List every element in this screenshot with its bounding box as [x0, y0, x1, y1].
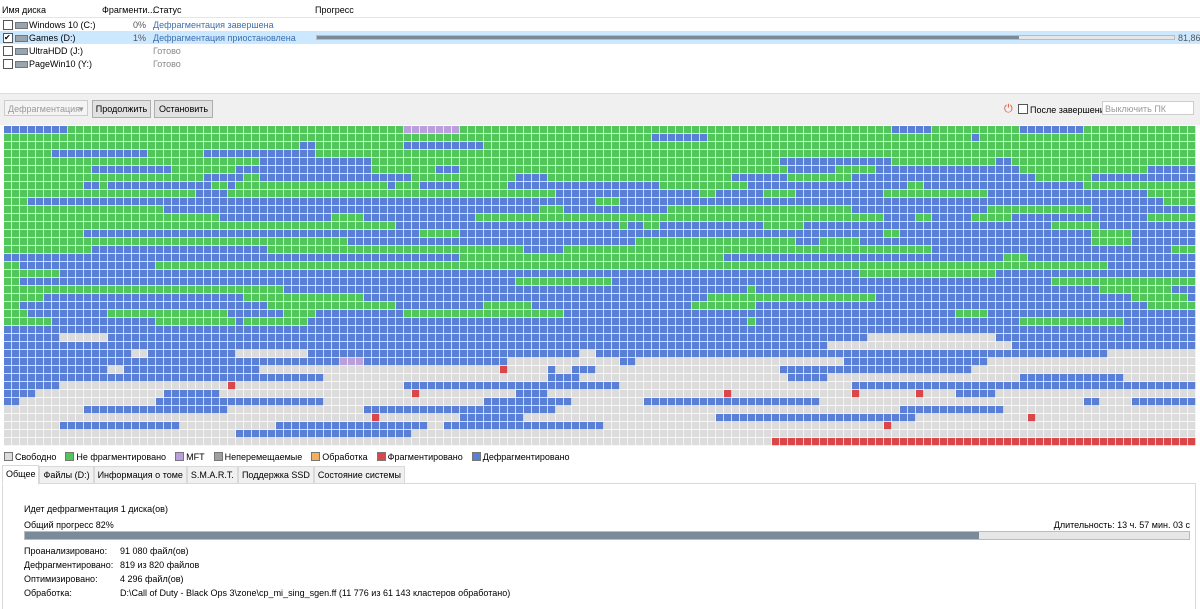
disk-checkbox[interactable]: ✔	[3, 33, 13, 43]
legend-swatch	[311, 452, 321, 461]
disk-name: UltraHDD (J:)	[29, 46, 83, 56]
column-header[interactable]: Имя диска	[2, 5, 46, 15]
legend-label: Свободно	[15, 452, 57, 462]
after-checkbox[interactable]	[1018, 104, 1028, 114]
legend-label: MFT	[186, 452, 205, 462]
stat-value: D:\Call of Duty - Black Ops 3\zone\cp_mi…	[120, 588, 511, 598]
column-header[interactable]: Фрагменти...	[102, 5, 155, 15]
disk-checkbox[interactable]	[3, 59, 13, 69]
disk-row[interactable]: UltraHDD (J:) Готово	[0, 44, 1200, 57]
disk-progress-fill	[317, 36, 1019, 39]
drive-icon	[15, 22, 28, 29]
tab[interactable]: Общее	[2, 465, 40, 485]
stat-label: Обработка:	[24, 588, 72, 598]
legend-label: Фрагментировано	[387, 452, 463, 462]
drive-icon	[15, 61, 28, 68]
stat-value: 91 080 файл(ов)	[120, 546, 189, 556]
disk-status: Готово	[153, 59, 181, 69]
legend-swatch	[376, 452, 386, 461]
column-header[interactable]: Статус	[153, 5, 182, 15]
legend-label: Неперемещаемые	[224, 452, 303, 462]
cluster-map	[4, 126, 1196, 446]
disk-status: Дефрагментация завершена	[153, 20, 274, 30]
disk-row[interactable]: Windows 10 (C:) 0% Дефрагментация завершен…	[0, 18, 1200, 31]
stat-label: Проанализировано:	[24, 546, 108, 556]
disk-status: Дефрагментация приостановлена	[153, 33, 296, 43]
cluster-grid	[4, 126, 1196, 446]
legend-swatch	[4, 452, 13, 461]
stat-label: Дефрагментировано:	[24, 560, 114, 570]
disk-checkbox[interactable]	[3, 46, 13, 56]
continue-button[interactable]: Продолжить	[92, 100, 151, 118]
stat-value: 819 из 820 файлов	[120, 560, 200, 570]
tab[interactable]: Файлы (D:)	[39, 466, 94, 484]
column-header[interactable]: Прогресс	[315, 5, 354, 15]
tab[interactable]: Информация о томе	[93, 466, 187, 484]
defrag-button[interactable]: Дефрагментация ▾	[4, 100, 88, 116]
drive-icon	[15, 35, 28, 42]
overall-progress-bar	[24, 531, 1190, 540]
disk-progress-label: 81,86%	[1178, 33, 1200, 43]
after-label: После завершения:	[1030, 105, 1113, 115]
power-icon: ⏻	[1004, 103, 1013, 115]
progress-label: Общий прогресс 82%	[24, 520, 114, 530]
disk-progress-bar	[316, 35, 1175, 40]
overall-progress-fill	[25, 532, 980, 539]
legend-label: Дефрагментировано	[482, 452, 570, 462]
status-heading: Идет дефрагментация 1 диска(ов)	[24, 504, 168, 514]
drive-icon	[15, 48, 28, 55]
stop-button[interactable]: Остановить	[154, 100, 213, 118]
legend-label: Обработка	[322, 452, 368, 462]
duration: Длительность: 13 ч. 57 мин. 03 с	[1053, 520, 1190, 530]
disk-fragmentation: 0%	[132, 20, 146, 30]
disk-row[interactable]: PageWin10 (Y:) Готово	[0, 57, 1200, 70]
legend-label: Не фрагментировано	[76, 452, 167, 462]
stat-value: 4 296 файл(ов)	[120, 574, 184, 584]
legend-swatch	[175, 452, 185, 461]
legend-swatch	[471, 452, 481, 461]
tab-panel	[2, 483, 1196, 609]
disk-fragmentation: 1%	[132, 33, 146, 43]
after-action-select[interactable]: Выключить ПК	[1102, 101, 1194, 115]
button-label: Дефрагментация	[8, 104, 81, 114]
disk-name: Windows 10 (C:)	[29, 20, 96, 30]
table-header: Имя диска Фрагменти... Статус Прогресс	[0, 0, 1200, 18]
disk-name: PageWin10 (Y:)	[29, 59, 93, 69]
tab[interactable]: Состояние системы	[313, 466, 406, 484]
tab[interactable]: S.M.A.R.T.	[186, 466, 238, 484]
legend-swatch	[65, 452, 75, 461]
stat-label: Оптимизировано:	[24, 574, 98, 584]
disk-name: Games (D:)	[29, 33, 76, 43]
tab[interactable]: Поддержка SSD	[237, 466, 314, 484]
disk-checkbox[interactable]	[3, 20, 13, 30]
legend-swatch	[213, 452, 223, 461]
disk-row[interactable]: ✔ Games (D:) 1% Дефрагментация приостановле…	[0, 31, 1200, 44]
disk-status: Готово	[153, 46, 181, 56]
dropdown-arrow[interactable]: ▾	[79, 104, 84, 114]
